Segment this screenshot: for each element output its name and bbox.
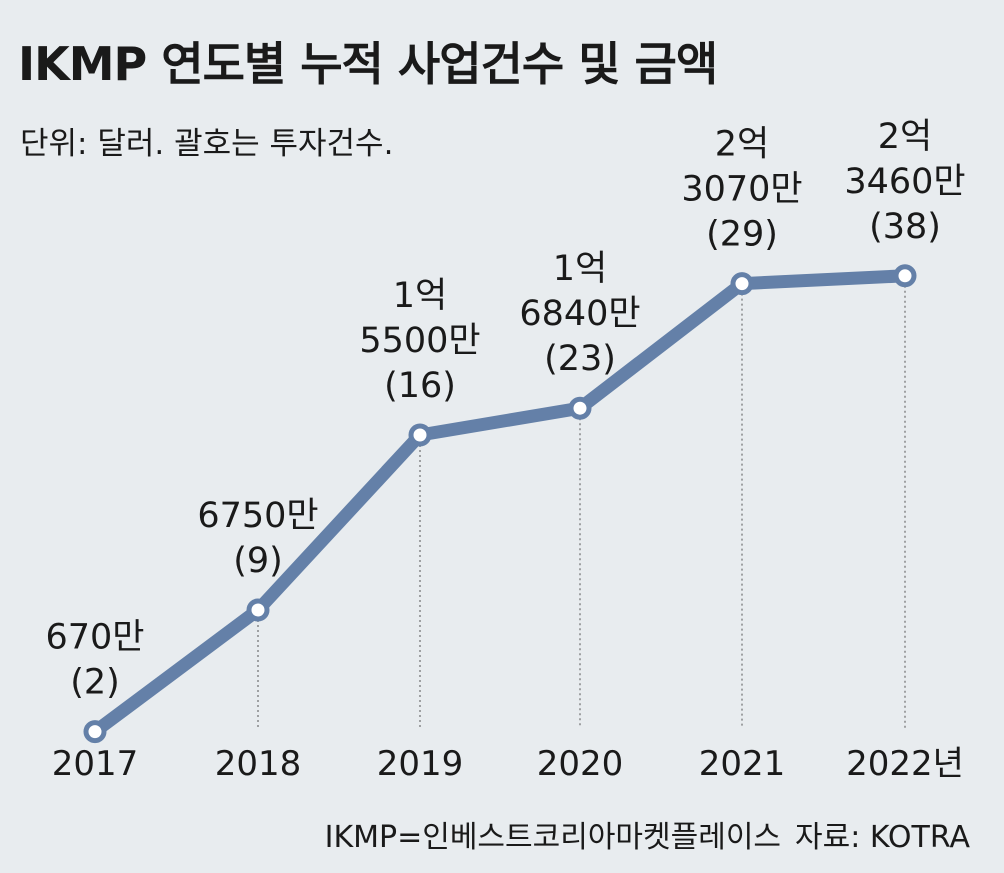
- data-point-2022년: [893, 264, 917, 288]
- data-label-2021-2: 3070만: [681, 170, 802, 210]
- data-label-2022년-3: (38): [869, 207, 941, 247]
- data-label-2020-3: (23): [544, 339, 616, 379]
- data-label-2020-2: 6840만: [519, 294, 640, 334]
- x-tick-label-2017: 2017: [52, 744, 139, 784]
- data-label-2022년-2: 3460만: [844, 162, 965, 202]
- x-tick-label-2019: 2019: [377, 744, 464, 784]
- x-tick-label-2018: 2018: [215, 744, 302, 784]
- data-label-2018-1: 6750만: [197, 496, 318, 536]
- data-label-2020-1: 1억: [553, 249, 607, 289]
- data-point-2020: [568, 396, 592, 420]
- data-label-2021-3: (29): [706, 215, 778, 255]
- data-label-2022년-1: 2억: [878, 117, 932, 157]
- data-label-2019-3: (16): [384, 366, 456, 406]
- data-point-2018: [246, 598, 270, 622]
- series-line: [88, 269, 912, 739]
- data-point-2021: [730, 272, 754, 296]
- data-label-2018-2: (9): [233, 541, 283, 581]
- x-tick-label-2021: 2021: [699, 744, 786, 784]
- data-label-2021-1: 2억: [715, 125, 769, 165]
- data-label-2019-2: 5500만: [359, 321, 480, 361]
- unit-note: 단위: 달러. 괄호는 투자건수.: [20, 126, 394, 162]
- footer: IKMP=인베스트코리아마켓플레이스 자료: KOTRA: [325, 812, 970, 856]
- x-tick-label-2022년: 2022년: [846, 744, 964, 784]
- x-tick-label-2020: 2020: [537, 744, 624, 784]
- data-point-2019: [408, 423, 432, 447]
- footer-note: IKMP=인베스트코리아마켓플레이스: [324, 820, 782, 855]
- data-point-2017: [83, 720, 107, 744]
- chart-title: IKMP 연도별 누적 사업건수 및 금액: [18, 37, 718, 91]
- data-label-2017-1: 670만: [45, 618, 144, 658]
- source-note: 자료: KOTRA: [795, 820, 970, 855]
- data-label-2019-1: 1억: [393, 276, 447, 316]
- data-label-2017-2: (2): [70, 663, 120, 703]
